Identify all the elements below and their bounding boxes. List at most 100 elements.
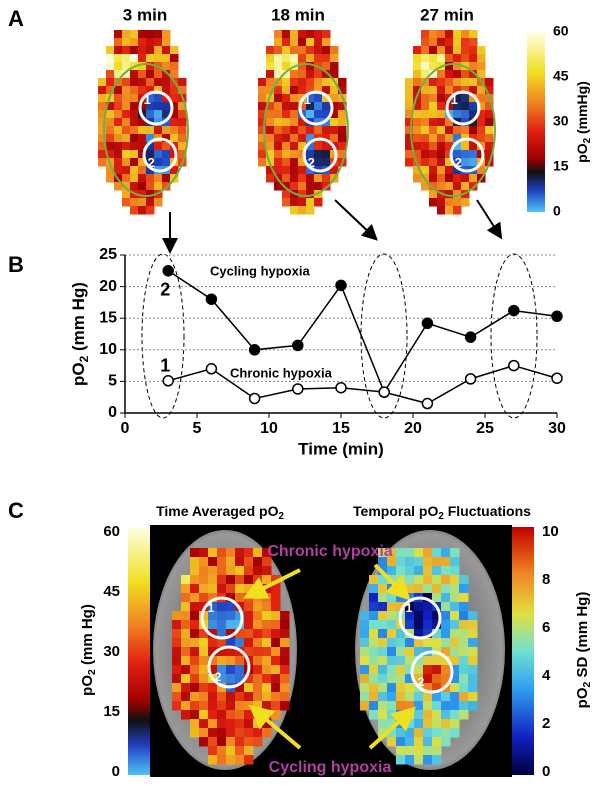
map-pixel [441,647,451,657]
map-pixel [469,94,478,103]
map-pixel [421,102,430,111]
map-pixel [453,190,462,199]
map-pixel [330,110,339,119]
map-pixel [423,755,433,765]
map-pixel [414,548,424,558]
map-pixel [162,174,171,183]
map-pixel [282,62,291,71]
map-pixel [106,102,115,111]
map-pixel [122,142,131,151]
map-pixel [396,737,406,747]
map-pixel [378,548,388,558]
map-pixel [322,54,331,63]
map-pixel [262,566,272,576]
map-pixel [114,46,123,55]
map-pixel [138,126,147,135]
colorbar-tick-label: 60 [553,23,569,39]
map-pixel [258,86,267,95]
map-pixel [429,54,438,63]
map-pixel [378,575,388,585]
map-pixel [162,94,171,103]
map-pixel [485,126,494,135]
map-pixel [469,142,478,151]
map-pixel [387,728,397,738]
map-pixel [170,102,179,111]
map-title: 27 min [420,5,474,24]
map-pixel [271,638,281,648]
map-pixel [138,158,147,167]
map-pixel [253,647,263,657]
map-pixel [122,102,131,111]
map-pixel [274,38,283,47]
map-pixel [235,584,245,594]
map-pixel [405,158,414,167]
map-pixel [146,126,155,135]
map-pixel [262,548,272,558]
map-pixel [369,656,379,666]
map-pixel [226,566,236,576]
map-pixel [450,665,460,675]
map-pixel [190,611,200,621]
map-pixel [290,86,299,95]
map-pixel [217,746,227,756]
map-pixel [122,134,131,143]
map-pixel [274,78,283,87]
map-pixel [445,198,454,207]
map-pixel [468,638,478,648]
map-pixel [405,557,415,567]
map-pixel [414,629,424,639]
map-pixel [154,38,163,47]
map-pixel [190,548,200,558]
map-title: Temporal pO2 Fluctuations [353,503,531,522]
map-pixel [262,674,272,684]
map-pixel [172,683,182,693]
map-pixel [459,575,469,585]
map-pixel [405,566,415,576]
map-pixel [98,126,107,135]
map-pixel [469,78,478,87]
map-pixel [208,692,218,702]
map-pixel [146,206,155,215]
map-pixel [146,102,155,111]
map-pixel [130,150,139,159]
map-pixel [98,118,107,127]
map-pixel [441,674,451,684]
map-pixel [432,728,442,738]
map-pixel [450,710,460,720]
colorbar-tick-label: 30 [103,643,120,660]
map-pixel [138,166,147,175]
roi-label: 1 [304,92,311,107]
map-pixel [369,683,379,693]
map-pixel [469,134,478,143]
map-pixel [369,692,379,702]
map-pixel [290,46,299,55]
map-pixel [429,174,438,183]
map-pixel [330,94,339,103]
map-pixel [306,46,315,55]
map-pixel [208,701,218,711]
map-pixel [387,683,397,693]
map-pixel [413,142,422,151]
map-pixel [429,118,438,127]
map-pixel [414,692,424,702]
map-pixel [154,102,163,111]
map-pixel [271,692,281,702]
map-pixel [414,665,424,675]
map-pixel [306,110,315,119]
map-pixel [396,746,406,756]
map-pixel [432,701,442,711]
map-pixel [405,126,414,135]
map-pixel [306,206,315,215]
map-pixel [122,198,131,207]
map-pixel [453,46,462,55]
map-pixel [298,102,307,111]
map-pixel [405,728,415,738]
map-pixel [208,737,218,747]
map-pixel [468,656,478,666]
map-pixel [122,78,131,87]
map-pixel [414,602,424,612]
map-pixel [453,158,462,167]
map-pixel [138,118,147,127]
colorbar-label: pO2 SD (mm Hg) [574,592,593,709]
map-pixel [266,102,275,111]
